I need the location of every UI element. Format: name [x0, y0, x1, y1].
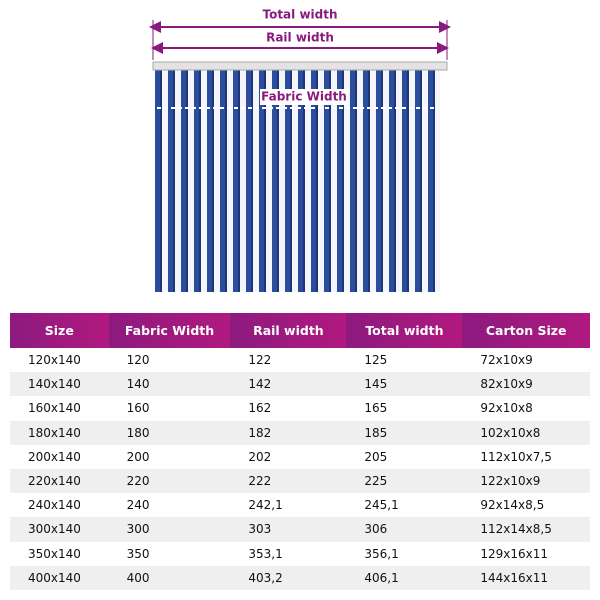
table-cell: 129x16x11 — [480, 546, 549, 561]
table-cell: 72x10x9 — [480, 353, 533, 368]
table-cell: 125 — [364, 353, 388, 368]
table-cell: 202 — [248, 449, 272, 464]
table-cell: 245,1 — [364, 498, 399, 513]
blind-diagram: Total width Rail width Fabric Width — [149, 8, 451, 292]
table-cell: 140 — [108, 372, 231, 397]
table-cell: 92x10x8 — [480, 401, 533, 416]
table-row: 180x140 180 182 185 102x10x8 — [10, 420, 590, 445]
table-cell: 200 — [126, 449, 150, 464]
table-cell: 180 — [108, 420, 231, 445]
table-cell: 160x140 — [28, 401, 81, 416]
table-cell: 120x140 — [28, 353, 81, 368]
table-cell: 400 — [108, 565, 231, 590]
table-cell: 112x10x7,5 — [480, 449, 552, 464]
table-cell: 102x10x8 — [462, 420, 590, 445]
column-header: Total width — [346, 313, 463, 348]
table-cell: 220 — [108, 468, 231, 494]
table-cell: 400x140 — [10, 565, 109, 590]
table-cell: 303 — [230, 517, 347, 542]
table-cell: 300x140 — [10, 517, 109, 542]
table-row: 300x140 300 303 306 112x14x8,5 — [10, 517, 590, 542]
rail — [152, 61, 448, 71]
table-cell: 220x140 — [10, 468, 109, 494]
table-row: 220x140 220 222 225 122x10x9 — [10, 468, 590, 494]
table-cell: 225 — [346, 468, 463, 494]
table-row: 200x140 200 202 205 112x10x7,5 — [10, 445, 590, 469]
table-cell: 300 — [108, 517, 231, 542]
label-bg — [260, 89, 348, 105]
rail-width-label: Rail width — [266, 31, 334, 45]
table-row: 400x140 400 403,2 406,1 144x16x11 — [10, 565, 590, 590]
table-cell: 350 — [126, 546, 150, 561]
table-cell: 406,1 — [346, 565, 463, 590]
table-cell: 403,2 — [230, 565, 347, 590]
table-cell: 306 — [346, 517, 463, 542]
table-cell: 92x14x8,5 — [480, 498, 545, 513]
fabric-width-label: Fabric Width — [261, 90, 347, 104]
table-cell: 112x14x8,5 — [462, 517, 590, 542]
column-header: Carton Size — [462, 313, 590, 348]
table-cell: 240x140 — [28, 498, 81, 513]
table-row: 350x140 350 353,1 356,1 129x16x11 — [10, 542, 590, 566]
table-cell: 142 — [230, 372, 347, 397]
table-cell: 200x140 — [28, 449, 81, 464]
table-row: 160x140 160 162 165 92x10x8 — [10, 396, 590, 420]
column-header: Fabric Width — [108, 313, 231, 348]
table-cell: 350x140 — [28, 546, 81, 561]
table-row: 240x140 240 242,1 245,1 92x14x8,5 — [10, 493, 590, 517]
table-cell: 165 — [364, 401, 388, 416]
table-body: 120x140 120 122 125 72x10x9 140x140 140 142 145 8… — [10, 348, 590, 590]
table-cell: 353,1 — [248, 546, 283, 561]
table-cell: 242,1 — [248, 498, 283, 513]
table-cell: 356,1 — [364, 546, 399, 561]
table-row: 140x140 140 142 145 82x10x9 — [10, 372, 590, 397]
total-width-label: Total width — [262, 8, 337, 22]
table-cell: 222 — [230, 468, 347, 494]
table-cell: 122 — [248, 353, 272, 368]
size-table: Size Fabric Width Rail width Total width Car… — [10, 313, 590, 590]
table-cell: 180x140 — [10, 420, 109, 445]
table-cell: 240 — [126, 498, 150, 513]
table-cell: 182 — [230, 420, 347, 445]
column-header: Size — [10, 313, 109, 348]
table-cell: 160 — [126, 401, 150, 416]
table-cell: 144x16x11 — [462, 565, 590, 590]
table-cell: 145 — [346, 372, 463, 397]
table-cell: 185 — [346, 420, 463, 445]
table-cell: 120 — [126, 353, 150, 368]
column-header: Rail width — [230, 313, 347, 348]
table-cell: 205 — [364, 449, 388, 464]
table-cell: 162 — [248, 401, 272, 416]
table-cell: 122x10x9 — [462, 468, 590, 494]
table-cell: 82x10x9 — [462, 372, 590, 397]
table-row: 120x140 120 122 125 72x10x9 — [10, 348, 590, 372]
header-row: Size Fabric Width Rail width Total width Car… — [10, 313, 590, 348]
table-cell: 140x140 — [10, 372, 109, 397]
